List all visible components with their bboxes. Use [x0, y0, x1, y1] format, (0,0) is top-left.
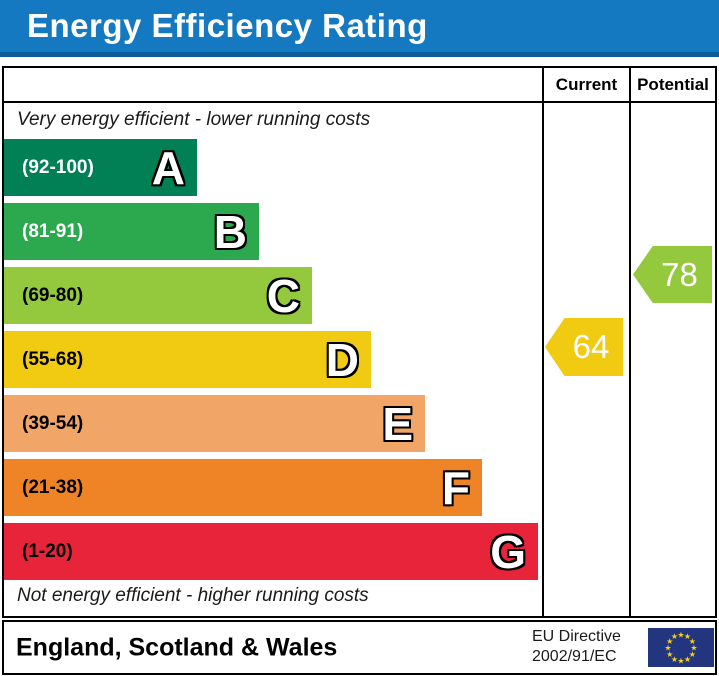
top-note: Very energy efficient - lower running co…: [17, 109, 371, 130]
svg-text:★: ★: [677, 657, 684, 666]
svg-text:★: ★: [671, 655, 678, 664]
band-range-label: (81-91): [22, 220, 84, 242]
band-range-label: (69-80): [22, 284, 84, 306]
rating-band-d: (55-68) D: [4, 331, 371, 388]
band-range-label: (39-54): [22, 412, 84, 434]
footer-bar: England, Scotland & Wales EU Directive 2…: [2, 620, 717, 675]
potential-column-divider: [629, 68, 631, 616]
band-range-label: (92-100): [22, 156, 94, 178]
header-divider: [4, 101, 715, 103]
current-column-divider: [542, 68, 544, 616]
potential-rating-value: 78: [661, 255, 698, 293]
potential-rating-arrow: 78: [633, 246, 712, 303]
svg-text:★: ★: [666, 637, 673, 646]
region-label: England, Scotland & Wales: [16, 633, 338, 661]
rating-band-a: (92-100) A: [4, 139, 197, 196]
potential-column-header: Potential: [637, 74, 709, 94]
rating-band-f: (21-38) F: [4, 459, 482, 516]
rating-band-g: (1-20) G: [4, 523, 538, 580]
svg-text:★: ★: [666, 650, 673, 659]
page-title: Energy Efficiency Rating: [27, 7, 428, 44]
current-rating-arrow: 64: [545, 318, 623, 376]
band-letter: D: [325, 333, 359, 386]
band-letter: A: [151, 141, 185, 194]
svg-text:★: ★: [689, 650, 696, 659]
current-rating-value: 64: [572, 328, 610, 365]
current-column-header: Current: [555, 74, 618, 94]
bottom-note: Not energy efficient - higher running co…: [17, 585, 369, 606]
band-letter: F: [441, 461, 470, 514]
svg-text:★: ★: [664, 644, 671, 653]
svg-text:★: ★: [671, 632, 678, 641]
eu-directive-line2: 2002/91/EC: [532, 648, 617, 666]
rating-band-c: (69-80) C: [4, 267, 312, 324]
band-range-label: (55-68): [22, 348, 84, 370]
eu-directive-label: EU Directive 2002/91/EC: [532, 627, 621, 669]
eu-directive-line1: EU Directive: [532, 627, 621, 645]
band-range-label: (21-38): [22, 476, 84, 498]
svg-text:★: ★: [684, 655, 691, 664]
band-letter: B: [213, 205, 247, 258]
rating-table: Current Potential Very energy efficient …: [2, 66, 717, 618]
title-bar: Energy Efficiency Rating: [0, 0, 719, 57]
rating-band-b: (81-91) B: [4, 203, 259, 260]
rating-band-e: (39-54) E: [4, 395, 425, 452]
eu-flag-icon: ★ ★ ★ ★ ★ ★ ★ ★ ★ ★ ★ ★: [648, 628, 714, 667]
band-letter: G: [490, 525, 526, 578]
band-letter: C: [266, 269, 300, 322]
svg-text:★: ★: [689, 637, 696, 646]
svg-text:★: ★: [690, 644, 697, 653]
rating-bands: (92-100) A (81-91) B (69-80) C (55-68) D (39-54)…: [4, 139, 538, 587]
svg-text:★: ★: [684, 632, 691, 641]
band-range-label: (1-20): [22, 540, 73, 562]
svg-text:★: ★: [677, 631, 684, 640]
band-letter: E: [382, 397, 413, 450]
